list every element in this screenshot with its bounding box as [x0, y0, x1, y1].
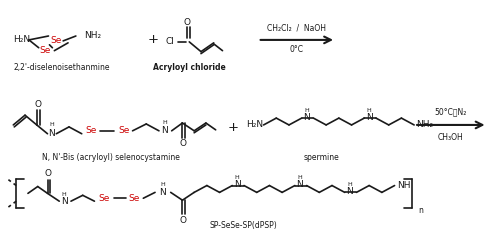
Text: 0°C: 0°C — [290, 45, 304, 54]
Text: O: O — [184, 18, 191, 27]
Text: Acryloyl chloride: Acryloyl chloride — [153, 63, 226, 72]
Text: 2,2'-diselenoisethanmine: 2,2'-diselenoisethanmine — [14, 63, 110, 72]
Text: H: H — [49, 122, 54, 127]
Text: NH: NH — [398, 181, 411, 190]
Text: NH₂: NH₂ — [84, 31, 101, 39]
Text: N: N — [162, 126, 168, 135]
Text: O: O — [34, 100, 41, 109]
Text: Se: Se — [86, 126, 97, 135]
Text: H₂N: H₂N — [246, 121, 263, 129]
Text: CH₂Cl₂  /  NaOH: CH₂Cl₂ / NaOH — [268, 24, 326, 33]
Text: O: O — [180, 216, 187, 225]
Text: +: + — [228, 121, 239, 134]
Text: O: O — [180, 139, 187, 148]
Text: +: + — [148, 33, 158, 46]
Text: N: N — [296, 180, 303, 189]
Text: Se: Se — [118, 126, 130, 135]
Text: Se: Se — [98, 194, 110, 203]
Text: H: H — [162, 121, 167, 125]
Text: H: H — [160, 182, 165, 187]
Text: N: N — [61, 197, 68, 206]
Text: H: H — [367, 108, 372, 113]
Text: N: N — [234, 180, 240, 189]
Text: H: H — [304, 108, 309, 113]
Text: spermine: spermine — [304, 153, 339, 162]
Text: N: N — [303, 113, 310, 122]
Text: H₂N: H₂N — [14, 36, 30, 44]
Text: CH₃OH: CH₃OH — [438, 133, 463, 142]
Text: Se: Se — [50, 37, 62, 45]
Text: H: H — [235, 175, 240, 180]
Text: H: H — [62, 192, 66, 197]
Text: N: N — [160, 188, 166, 197]
Text: N: N — [346, 187, 353, 196]
Text: Se: Se — [129, 194, 140, 203]
Text: N: N — [366, 113, 372, 122]
Text: NH₂: NH₂ — [416, 121, 433, 129]
Text: 50°C，N₂: 50°C，N₂ — [434, 108, 466, 117]
Text: N: N — [48, 129, 55, 138]
Text: H: H — [298, 175, 302, 180]
Text: Se: Se — [40, 46, 51, 55]
Text: N, N'-Bis (acryloyl) selenocystamine: N, N'-Bis (acryloyl) selenocystamine — [42, 153, 180, 162]
Text: H: H — [347, 182, 352, 187]
Text: n: n — [418, 207, 423, 215]
Text: Cl: Cl — [166, 37, 174, 46]
Text: O: O — [45, 169, 52, 178]
Text: SP-SeSe-SP(dPSP): SP-SeSe-SP(dPSP) — [209, 221, 277, 230]
